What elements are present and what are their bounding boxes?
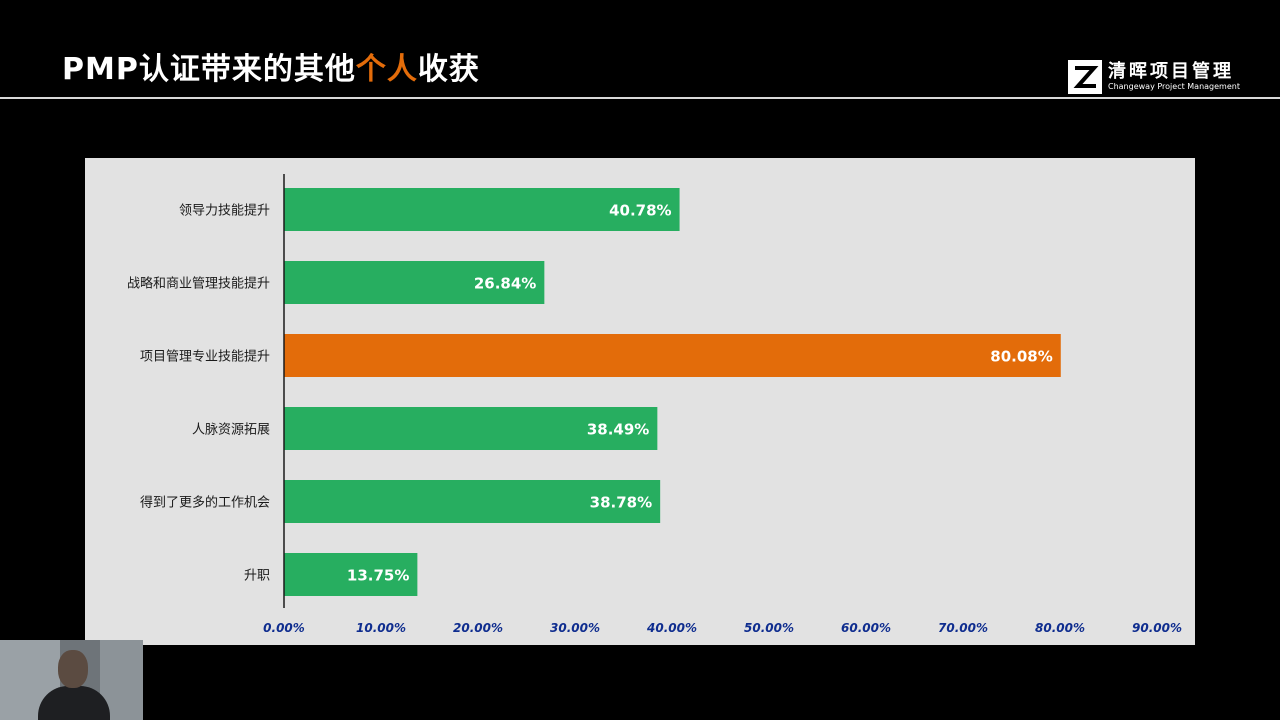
x-tick-label: 0.00% [263, 621, 305, 635]
chart-panel: 40.78% 领导力技能提升 26.84% 战略和商业管理技能提升 80.08% 项目管理… [85, 158, 1195, 645]
x-tick-label: 40.00% [646, 621, 697, 635]
bar [284, 480, 661, 523]
category-label: 战略和商业管理技能提升 [127, 276, 270, 292]
logo-mark-icon [1068, 60, 1102, 94]
title-divider [0, 97, 1280, 99]
presenter-body [38, 686, 110, 720]
x-tick-label: 20.00% [453, 621, 503, 635]
title-prefix: PMP认证带来的其他 [62, 52, 356, 87]
bar [284, 407, 658, 450]
data-label: 38.49% [587, 421, 649, 439]
x-tick-label: 60.00% [841, 621, 891, 635]
data-label: 80.08% [990, 348, 1052, 366]
category-label: 项目管理专业技能提升 [140, 349, 270, 365]
bar [284, 553, 418, 596]
data-label: 13.75% [347, 567, 409, 585]
bar [284, 261, 545, 304]
logo-name-cn: 清晖项目管理 [1108, 61, 1234, 82]
logo-text: 清晖项目管理 Changeway Project Management [1108, 62, 1240, 92]
company-logo: 清晖项目管理 Changeway Project Management [1068, 58, 1248, 96]
presenter-head [58, 650, 88, 688]
category-label: 人脉资源拓展 [192, 423, 270, 438]
title-suffix: 收获 [417, 52, 480, 87]
data-label: 26.84% [474, 275, 536, 293]
x-tick-label: 10.00% [356, 621, 406, 635]
bar [284, 334, 1061, 377]
bar-chart: 40.78% 领导力技能提升 26.84% 战略和商业管理技能提升 80.08% 项目管理… [127, 174, 1182, 635]
x-tick-label: 50.00% [744, 621, 794, 635]
x-tick-label: 90.00% [1132, 621, 1182, 635]
x-tick-label: 80.00% [1035, 621, 1085, 635]
x-tick-label: 70.00% [938, 621, 988, 635]
bar [284, 188, 680, 231]
logo-name-en: Changeway Project Management [1108, 82, 1240, 91]
slide-title: PMP认证带来的其他个人收获 [62, 44, 480, 88]
x-tick-label: 30.00% [550, 621, 600, 635]
data-label: 40.78% [609, 202, 671, 220]
category-label: 得到了更多的工作机会 [140, 495, 270, 511]
data-label: 38.78% [590, 494, 652, 512]
title-highlight: 个人 [355, 52, 418, 87]
presenter-webcam [0, 640, 143, 720]
category-label: 升职 [244, 569, 270, 584]
category-label: 领导力技能提升 [179, 203, 270, 219]
